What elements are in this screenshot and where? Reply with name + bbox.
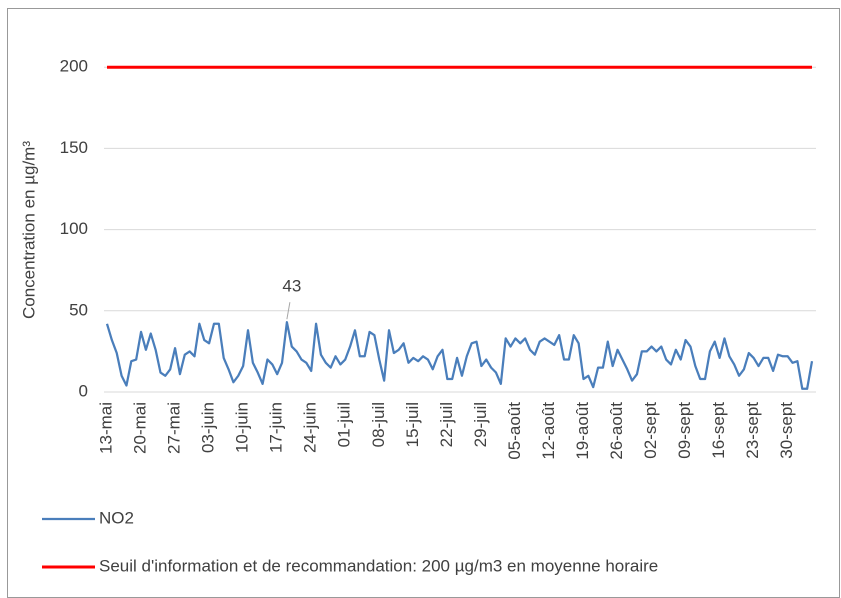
x-tick-label: 08-juil	[369, 402, 388, 447]
x-tick-label: 02-sept	[641, 402, 660, 459]
legend-label: Seuil d'information et de recommandation…	[99, 556, 658, 575]
x-tick-label: 01-juil	[335, 402, 354, 447]
data-label: 43	[282, 277, 301, 296]
series-line	[105, 321, 814, 390]
x-tick-label: 24-juin	[301, 402, 320, 453]
y-tick-label: 150	[60, 138, 88, 157]
y-tick-label: 0	[79, 381, 88, 400]
x-tick-label: 12-août	[539, 402, 558, 460]
x-tick-label: 22-juil	[437, 402, 456, 447]
x-tick-label: 16-sept	[709, 402, 728, 459]
x-tick-label: 20-mai	[131, 402, 150, 454]
y-tick-label: 50	[69, 300, 88, 319]
x-tick-label: 17-juin	[267, 402, 286, 453]
x-tick-label: 23-sept	[743, 402, 762, 459]
chart-border	[7, 8, 840, 598]
x-tick-label: 05-août	[505, 402, 524, 460]
x-tick-label: 15-juil	[403, 402, 422, 447]
x-tick-label: 13-mai	[96, 402, 115, 454]
y-tick-label: 100	[60, 219, 88, 238]
leader-line	[286, 302, 291, 320]
x-tick-label: 26-août	[607, 402, 626, 460]
x-tick-label: 19-août	[573, 402, 592, 460]
legend-label: NO2	[99, 508, 134, 527]
x-tick-label: 29-juil	[471, 402, 490, 447]
y-tick-label: 200	[60, 57, 88, 76]
x-tick-label: 09-sept	[675, 402, 694, 459]
x-tick-label: 10-juin	[233, 402, 252, 453]
x-tick-label: 27-mai	[165, 402, 184, 454]
y-axis-title: Concentration en µg/m³	[19, 141, 38, 319]
x-tick-label: 30-sept	[777, 402, 796, 459]
x-tick-label: 03-juin	[199, 402, 218, 453]
